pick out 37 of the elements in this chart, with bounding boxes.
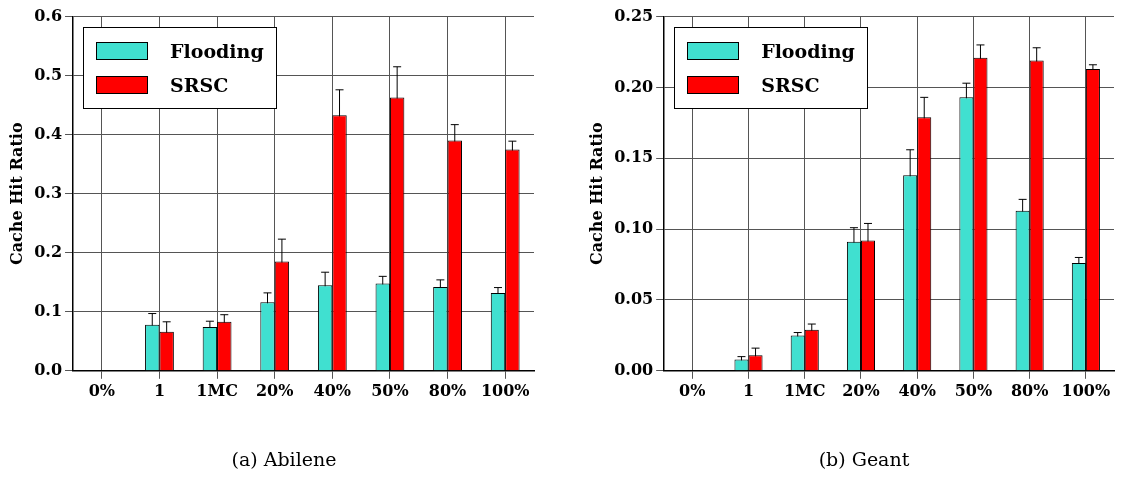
y-tick-label: 0.5 [34, 64, 63, 84]
y-tick-label: 0.0 [34, 359, 63, 379]
x-tick-label: 100% [480, 380, 530, 400]
x-tick-label: 0% [679, 380, 706, 400]
text: (b) Geant [817, 448, 911, 470]
y-tick-label: 0.10 [614, 218, 654, 238]
x-tick-label: 1 [742, 380, 755, 400]
x-tick-label: 1MC [196, 380, 238, 400]
y-tick-label: 0.00 [614, 359, 654, 379]
x-tick-label: 1 [153, 380, 166, 400]
y-axis-title: Cache Hit Ratio [586, 122, 606, 265]
x-tick-label: 50% [954, 380, 993, 400]
text: (a) Abilene [230, 448, 338, 470]
y-tick-label: 0.6 [34, 5, 63, 25]
y-tick-label: 0.15 [614, 147, 654, 167]
y-tick-label: 0.05 [614, 289, 654, 309]
legend-label: SRSC [170, 73, 229, 96]
x-tick-label: 1MC [783, 380, 826, 400]
legend-label: Flooding [170, 39, 264, 62]
y-tick-label: 0.20 [614, 76, 654, 96]
x-tick-label: 20% [255, 380, 294, 400]
x-tick-label: 50% [371, 380, 409, 400]
x-tick-label: 0% [88, 380, 116, 400]
y-tick-label: 0.4 [34, 123, 63, 143]
y-tick-label: 0.2 [34, 241, 63, 261]
y-tick-label: 0.25 [614, 5, 654, 25]
x-tick-label: 80% [428, 380, 467, 400]
x-tick-label: 100% [1061, 380, 1111, 400]
legend-label: Flooding [761, 39, 855, 62]
y-tick-label: 0.3 [34, 182, 63, 202]
x-tick-label: 40% [313, 380, 352, 400]
y-axis-title: Cache Hit Ratio [6, 122, 26, 265]
legend-label: SRSC [761, 73, 820, 96]
x-tick-label: 20% [842, 380, 880, 400]
x-tick-label: 80% [1010, 380, 1049, 400]
x-tick-label: 40% [898, 380, 936, 400]
y-tick-label: 0.1 [34, 300, 63, 320]
